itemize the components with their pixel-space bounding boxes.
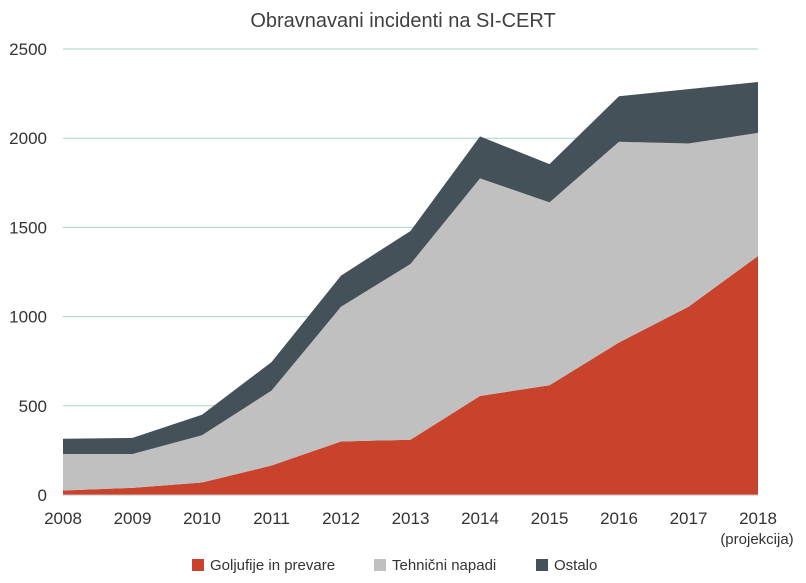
x-tick-label: 2013 — [392, 509, 430, 528]
area-ostalo — [63, 82, 758, 454]
legend-swatch — [192, 559, 204, 571]
y-tick-label: 1500 — [9, 218, 47, 237]
x-tick-label: 2008 — [44, 509, 82, 528]
x-tick-label: 2017 — [670, 509, 708, 528]
legend-swatch — [536, 559, 548, 571]
legend-label: Goljufije in prevare — [210, 557, 335, 574]
x-tick-label: 2011 — [253, 509, 290, 528]
area-series — [63, 82, 758, 496]
x-tick-label: 2015 — [531, 509, 569, 528]
y-tick-label: 2000 — [9, 129, 47, 148]
x-tick-label: 2012 — [322, 509, 360, 528]
x-tick-label: 2010 — [183, 509, 221, 528]
y-tick-label: 2500 — [9, 40, 47, 59]
x-tick-label: 2016 — [600, 509, 638, 528]
legend: Goljufije in prevare Tehnični napadi Ostal… — [192, 557, 597, 574]
legend-label: Tehnični napadi — [392, 557, 496, 574]
x-tick-label: 2018 — [739, 509, 777, 528]
y-tick-label: 0 — [38, 486, 47, 505]
y-axis-ticks: 0 500 1000 1500 2000 2500 — [9, 40, 47, 505]
legend-swatch — [374, 559, 386, 571]
x-tick-label: 2014 — [461, 509, 499, 528]
x-tick-note: (projekcija) — [720, 531, 793, 548]
legend-label: Ostalo — [554, 557, 597, 574]
area-goljufije-in-prevare — [63, 255, 758, 495]
y-tick-label: 1000 — [9, 308, 47, 327]
chart-title: Obravnavani incidenti na SI-CERT — [250, 10, 555, 32]
y-tick-label: 500 — [19, 397, 47, 416]
x-axis-ticks: 2008 2009 2010 2011 2012 2013 2014 2015 2016 2017… — [44, 509, 777, 528]
area-tehnicni-napadi — [63, 132, 758, 491]
x-tick-label: 2009 — [114, 509, 152, 528]
